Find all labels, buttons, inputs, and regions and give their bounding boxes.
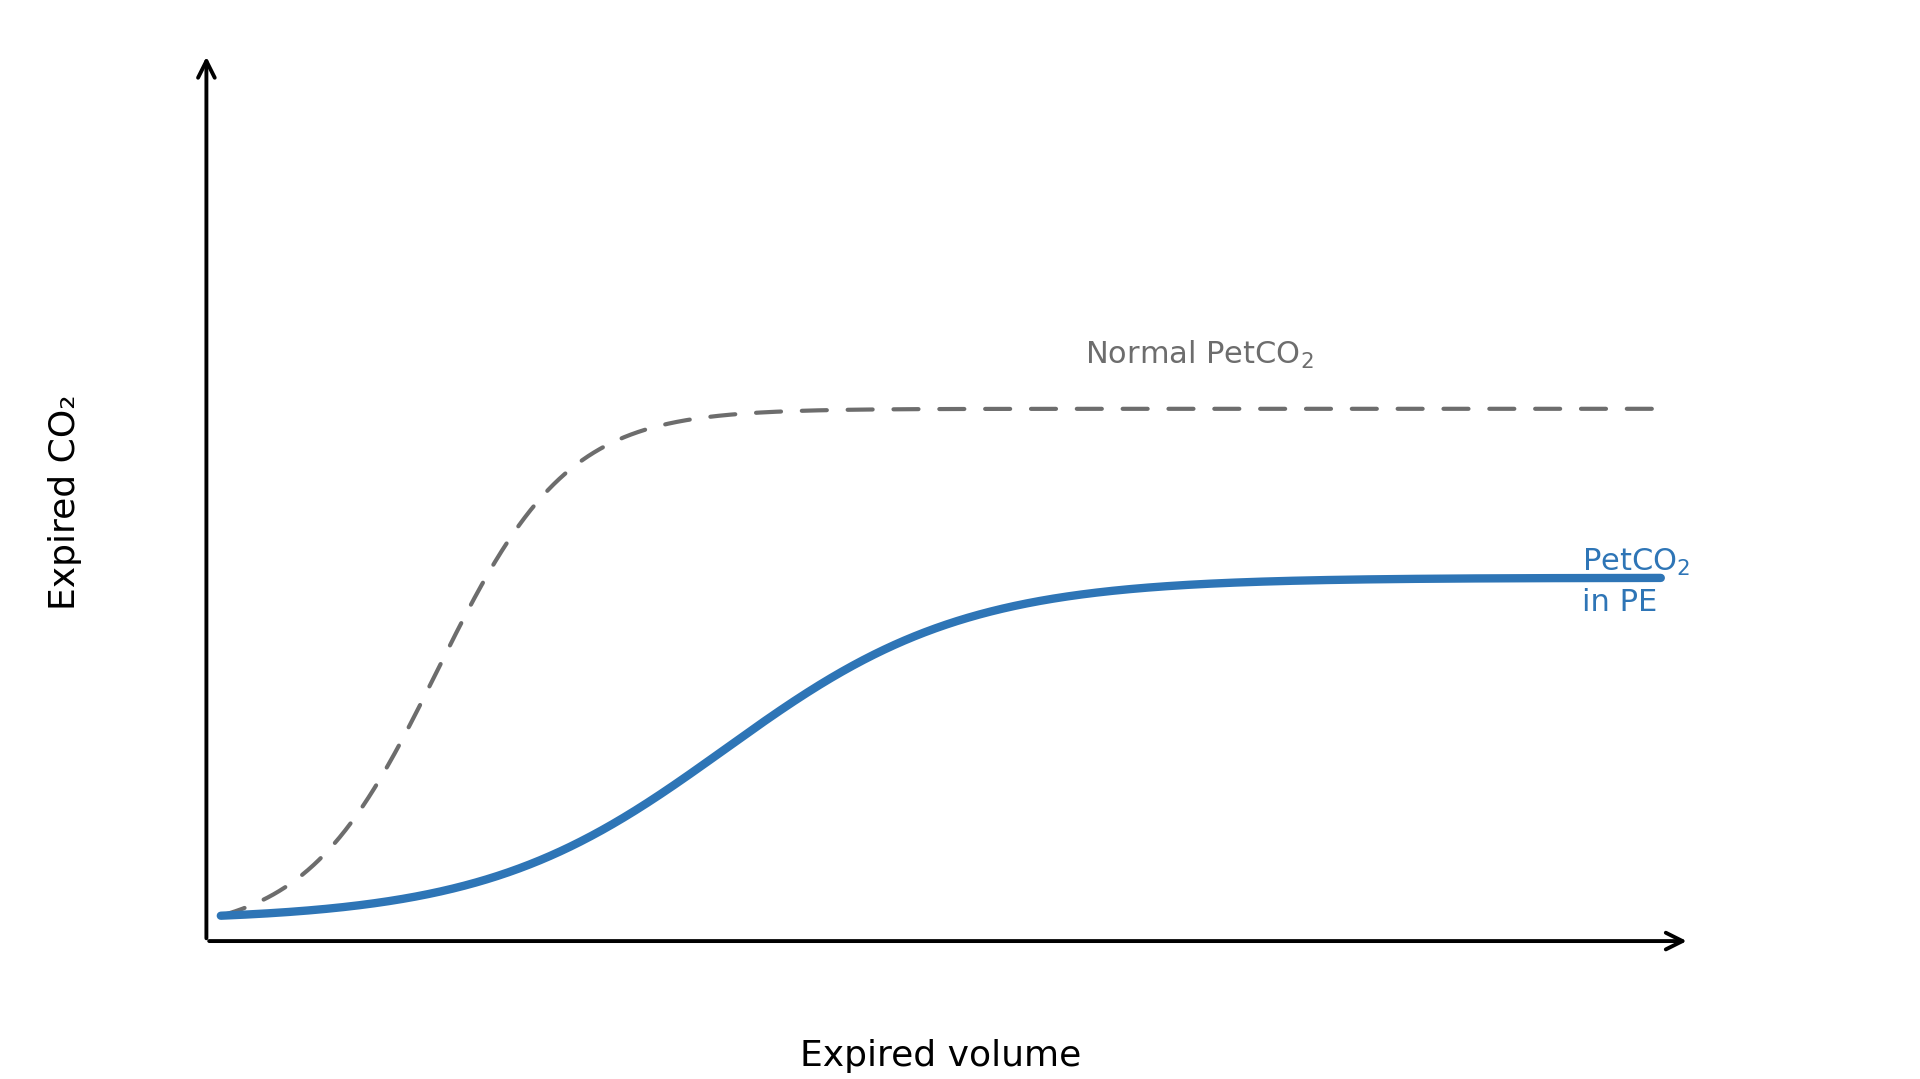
Text: Normal PetCO$_2$: Normal PetCO$_2$ [1085,339,1313,371]
Text: Expired volume: Expired volume [801,1039,1081,1074]
Text: Expired CO₂: Expired CO₂ [48,394,83,610]
Text: PetCO$_2$
in PE: PetCO$_2$ in PE [1582,547,1690,616]
